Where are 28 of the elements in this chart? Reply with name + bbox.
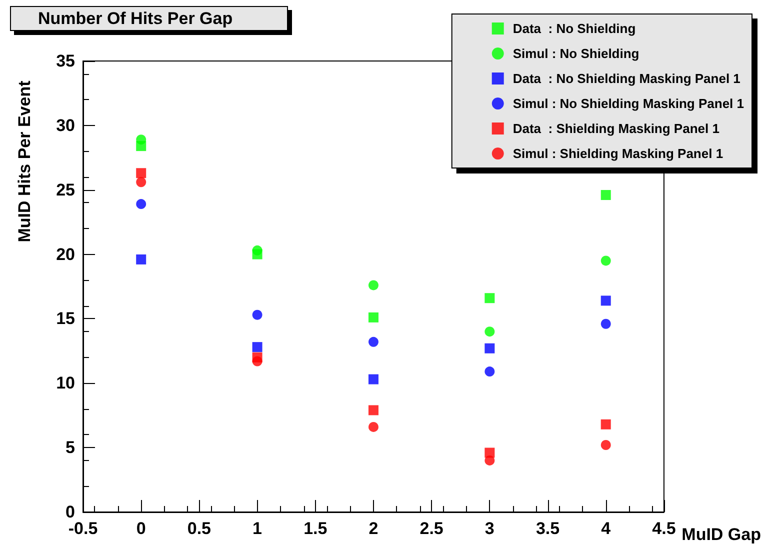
x-tick-label: -0.5 [68, 519, 98, 538]
legend-label: Data : Shielding Masking Panel 1 [512, 121, 720, 136]
legend-label: Simul : Shielding Masking Panel 1 [512, 146, 724, 161]
x-tick-label: 4.5 [652, 519, 676, 538]
x-tick-label: 2.5 [420, 519, 444, 538]
legend-label: Data : No Shielding Masking Panel 1 [512, 71, 740, 86]
y-tick-label: 25 [56, 180, 75, 200]
y-tick-label: 10 [56, 374, 75, 393]
x-tick-label: 3.5 [536, 519, 560, 538]
legend-label: Simul : No Shielding [512, 46, 640, 61]
x-axis-title: MuID Gap [682, 525, 761, 544]
y-axis-title: MuID Hits Per Event [15, 80, 34, 242]
y-tick-label: 35 [56, 52, 75, 70]
y-tick-label: 20 [56, 244, 75, 264]
y-tick-label: 5 [66, 438, 75, 458]
legend-label: Simul : No Shielding Masking Panel 1 [512, 96, 744, 111]
y-tick-label: 30 [56, 116, 75, 135]
x-tick-label: 4 [601, 519, 612, 538]
x-tick-label: 1.5 [304, 519, 328, 538]
x-tick-label: 3 [484, 519, 494, 538]
x-tick-label: 0 [136, 519, 146, 538]
x-tick-label: 2 [368, 519, 378, 538]
y-tick-label: 0 [66, 502, 75, 522]
legend-label: Data : No Shielding [512, 21, 636, 36]
x-tick-label: 0.5 [187, 519, 212, 538]
x-tick-label: 1 [252, 519, 262, 538]
chart-title: Number Of Hits Per Gap [38, 9, 233, 28]
y-tick-label: 15 [56, 309, 75, 328]
